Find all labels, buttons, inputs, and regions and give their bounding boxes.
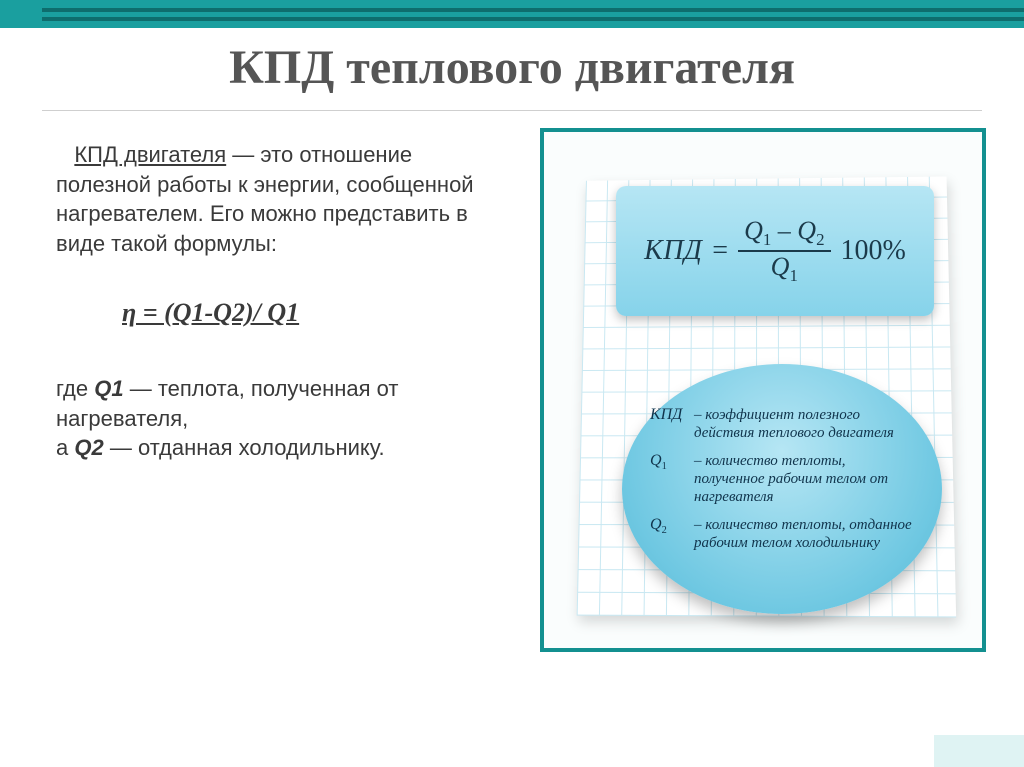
legend-text: – количество теплоты, отданное рабочим т… — [694, 516, 914, 552]
q1-symbol: Q1 — [94, 376, 123, 401]
efficiency-formula: η = (Q1-Q2)/ Q1 — [122, 295, 486, 330]
fraction: Q1 – Q2 Q1 — [738, 216, 830, 286]
legend-row: Q2 – количество теплоты, отданное рабочи… — [650, 516, 914, 552]
legend-text: – количество теплоты, полученное рабочим… — [694, 452, 914, 506]
definition-term: КПД двигателя — [74, 142, 226, 167]
fraction-denominator: Q1 — [765, 252, 804, 286]
legend-text: – коэффициент полезного действия теплово… — [694, 406, 914, 442]
q1-line: где Q1 — теплота, полученная от нагреват… — [56, 374, 486, 433]
formula-card: КПД = Q1 – Q2 Q1 100% — [616, 186, 934, 316]
q2-symbol: Q2 — [74, 435, 103, 460]
fraction-numerator: Q1 – Q2 — [738, 216, 830, 250]
illustration-panel: КПД = Q1 – Q2 Q1 100% КПД – коэффициент … — [540, 128, 986, 652]
q2-line: а Q2 — отданная холодильнику. — [56, 433, 486, 463]
legend-symbol: Q1 — [650, 452, 694, 506]
definition-block: КПД двигателя — это отношение полезной р… — [56, 140, 486, 463]
title-divider — [42, 110, 982, 111]
kpd-label: КПД — [644, 235, 702, 267]
top-bar-stripe — [42, 8, 1024, 12]
formula-expression: КПД = Q1 – Q2 Q1 100% — [644, 216, 906, 286]
corner-accent — [934, 735, 1024, 767]
legend-ellipse: КПД – коэффициент полезного действия теп… — [622, 364, 942, 614]
definition-paragraph: КПД двигателя — это отношение полезной р… — [56, 140, 486, 259]
legend-symbol: КПД — [650, 406, 694, 442]
where-block: где Q1 — теплота, полученная от нагреват… — [56, 374, 486, 463]
legend-symbol: Q2 — [650, 516, 694, 552]
legend-row: Q1 – количество теплоты, полученное рабо… — [650, 452, 914, 506]
legend-row: КПД – коэффициент полезного действия теп… — [650, 406, 914, 442]
page-title: КПД теплового двигателя — [0, 40, 1024, 95]
percent-suffix: 100% — [841, 235, 906, 267]
equals-sign: = — [712, 235, 728, 267]
top-accent-bar — [0, 0, 1024, 28]
top-bar-stripe — [42, 17, 1024, 21]
